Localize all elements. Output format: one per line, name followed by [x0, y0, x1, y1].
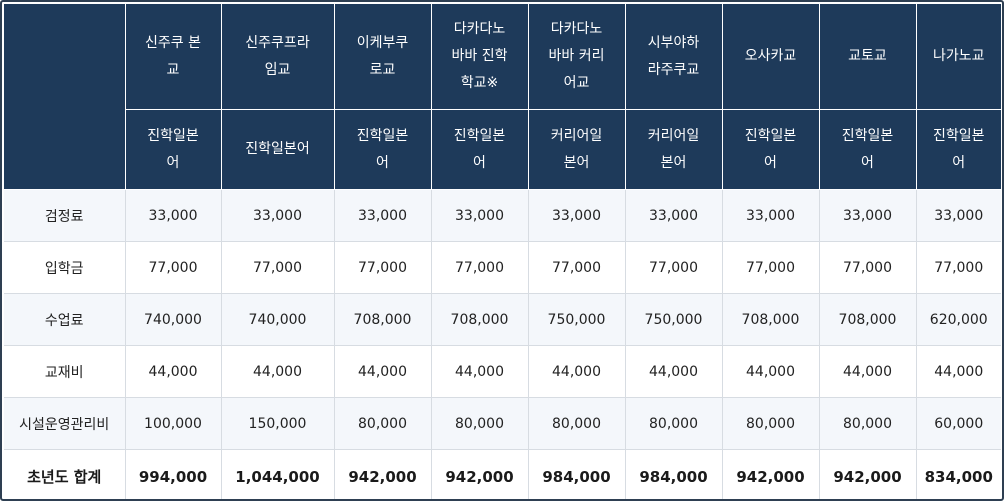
fee-cell: 44,000 — [124, 345, 221, 398]
fee-cell: 33,000 — [333, 189, 431, 242]
course-header: 진학일본어 — [818, 109, 916, 190]
tuition-fee-table: 신주쿠 본교 신주쿠프라임교 이케부쿠로교 다카다노바바 진학학교※ 다카다노바… — [4, 4, 1001, 499]
fee-row-screening: 검정료 33,000 33,000 33,000 33,000 33,000 3… — [4, 189, 1001, 242]
fee-cell: 708,000 — [721, 293, 819, 346]
fee-cell: 60,000 — [915, 397, 1001, 450]
fee-cell: 77,000 — [721, 241, 819, 294]
total-cell: 1,044,000 — [220, 449, 334, 499]
course-header: 진학일본어 — [220, 109, 334, 190]
fee-cell: 750,000 — [624, 293, 722, 346]
school-header: 이케부쿠로교 — [333, 4, 431, 110]
row-label: 시설운영관리비 — [4, 397, 125, 450]
fee-cell: 44,000 — [333, 345, 431, 398]
fee-row-facility: 시설운영관리비 100,000 150,000 80,000 80,000 80… — [4, 397, 1001, 450]
course-header: 진학일본어 — [333, 109, 431, 190]
fee-cell: 33,000 — [124, 189, 221, 242]
school-header: 시부야하라주쿠교 — [624, 4, 722, 110]
fee-cell: 33,000 — [430, 189, 528, 242]
fee-cell: 33,000 — [624, 189, 722, 242]
fee-cell: 80,000 — [721, 397, 819, 450]
fee-cell: 33,000 — [915, 189, 1001, 242]
fee-cell: 33,000 — [721, 189, 819, 242]
row-label: 교재비 — [4, 345, 125, 398]
fee-row-materials: 교재비 44,000 44,000 44,000 44,000 44,000 4… — [4, 345, 1001, 398]
fee-cell: 44,000 — [721, 345, 819, 398]
course-header: 커리어일본어 — [624, 109, 722, 190]
total-cell: 942,000 — [333, 449, 431, 499]
fee-cell: 44,000 — [527, 345, 625, 398]
fee-cell: 44,000 — [430, 345, 528, 398]
course-header: 진학일본어 — [915, 109, 1001, 190]
fee-cell: 750,000 — [527, 293, 625, 346]
course-header: 진학일본어 — [430, 109, 528, 190]
corner-cell — [4, 4, 125, 190]
total-cell: 942,000 — [818, 449, 916, 499]
total-row: 초년도 합계 994,000 1,044,000 942,000 942,000… — [4, 449, 1001, 499]
school-header: 다카다노바바 커리어교 — [527, 4, 625, 110]
fee-cell: 44,000 — [818, 345, 916, 398]
total-label: 초년도 합계 — [4, 449, 125, 499]
fee-cell: 740,000 — [220, 293, 334, 346]
fee-cell: 77,000 — [527, 241, 625, 294]
school-header: 교토교 — [818, 4, 916, 110]
fee-cell: 620,000 — [915, 293, 1001, 346]
total-cell: 834,000 — [915, 449, 1001, 499]
fee-cell: 77,000 — [818, 241, 916, 294]
fee-cell: 33,000 — [220, 189, 334, 242]
fee-cell: 150,000 — [220, 397, 334, 450]
fee-cell: 77,000 — [220, 241, 334, 294]
total-cell: 942,000 — [430, 449, 528, 499]
total-cell: 984,000 — [624, 449, 722, 499]
row-label: 검정료 — [4, 189, 125, 242]
fee-cell: 77,000 — [430, 241, 528, 294]
fee-cell: 77,000 — [915, 241, 1001, 294]
fee-cell: 80,000 — [333, 397, 431, 450]
fee-cell: 80,000 — [430, 397, 528, 450]
row-label: 입학금 — [4, 241, 125, 294]
total-cell: 994,000 — [124, 449, 221, 499]
course-header-row: 진학일본어 진학일본어 진학일본어 진학일본어 커리어일본어 커리어일본어 진학… — [4, 109, 1001, 190]
fee-cell: 44,000 — [624, 345, 722, 398]
school-header: 나가노교 — [915, 4, 1001, 110]
fee-cell: 77,000 — [124, 241, 221, 294]
fee-cell: 44,000 — [220, 345, 334, 398]
fee-cell: 33,000 — [527, 189, 625, 242]
fee-cell: 740,000 — [124, 293, 221, 346]
school-header: 신주쿠 본교 — [124, 4, 221, 110]
fee-cell: 33,000 — [818, 189, 916, 242]
fee-cell: 44,000 — [915, 345, 1001, 398]
fee-cell: 708,000 — [430, 293, 528, 346]
row-label: 수업료 — [4, 293, 125, 346]
school-header: 다카다노바바 진학학교※ — [430, 4, 528, 110]
fee-cell: 708,000 — [333, 293, 431, 346]
course-header: 커리어일본어 — [527, 109, 625, 190]
school-header: 오사카교 — [721, 4, 819, 110]
school-header-row: 신주쿠 본교 신주쿠프라임교 이케부쿠로교 다카다노바바 진학학교※ 다카다노바… — [4, 4, 1001, 190]
fee-cell: 80,000 — [527, 397, 625, 450]
course-header: 진학일본어 — [124, 109, 221, 190]
fee-row-admission: 입학금 77,000 77,000 77,000 77,000 77,000 7… — [4, 241, 1001, 294]
total-cell: 942,000 — [721, 449, 819, 499]
fee-cell: 100,000 — [124, 397, 221, 450]
school-header: 신주쿠프라임교 — [220, 4, 334, 110]
fee-cell: 80,000 — [818, 397, 916, 450]
fee-row-tuition: 수업료 740,000 740,000 708,000 708,000 750,… — [4, 293, 1001, 346]
fee-cell: 80,000 — [624, 397, 722, 450]
course-header: 진학일본어 — [721, 109, 819, 190]
fee-cell: 77,000 — [624, 241, 722, 294]
total-cell: 984,000 — [527, 449, 625, 499]
fee-cell: 708,000 — [818, 293, 916, 346]
fee-cell: 77,000 — [333, 241, 431, 294]
